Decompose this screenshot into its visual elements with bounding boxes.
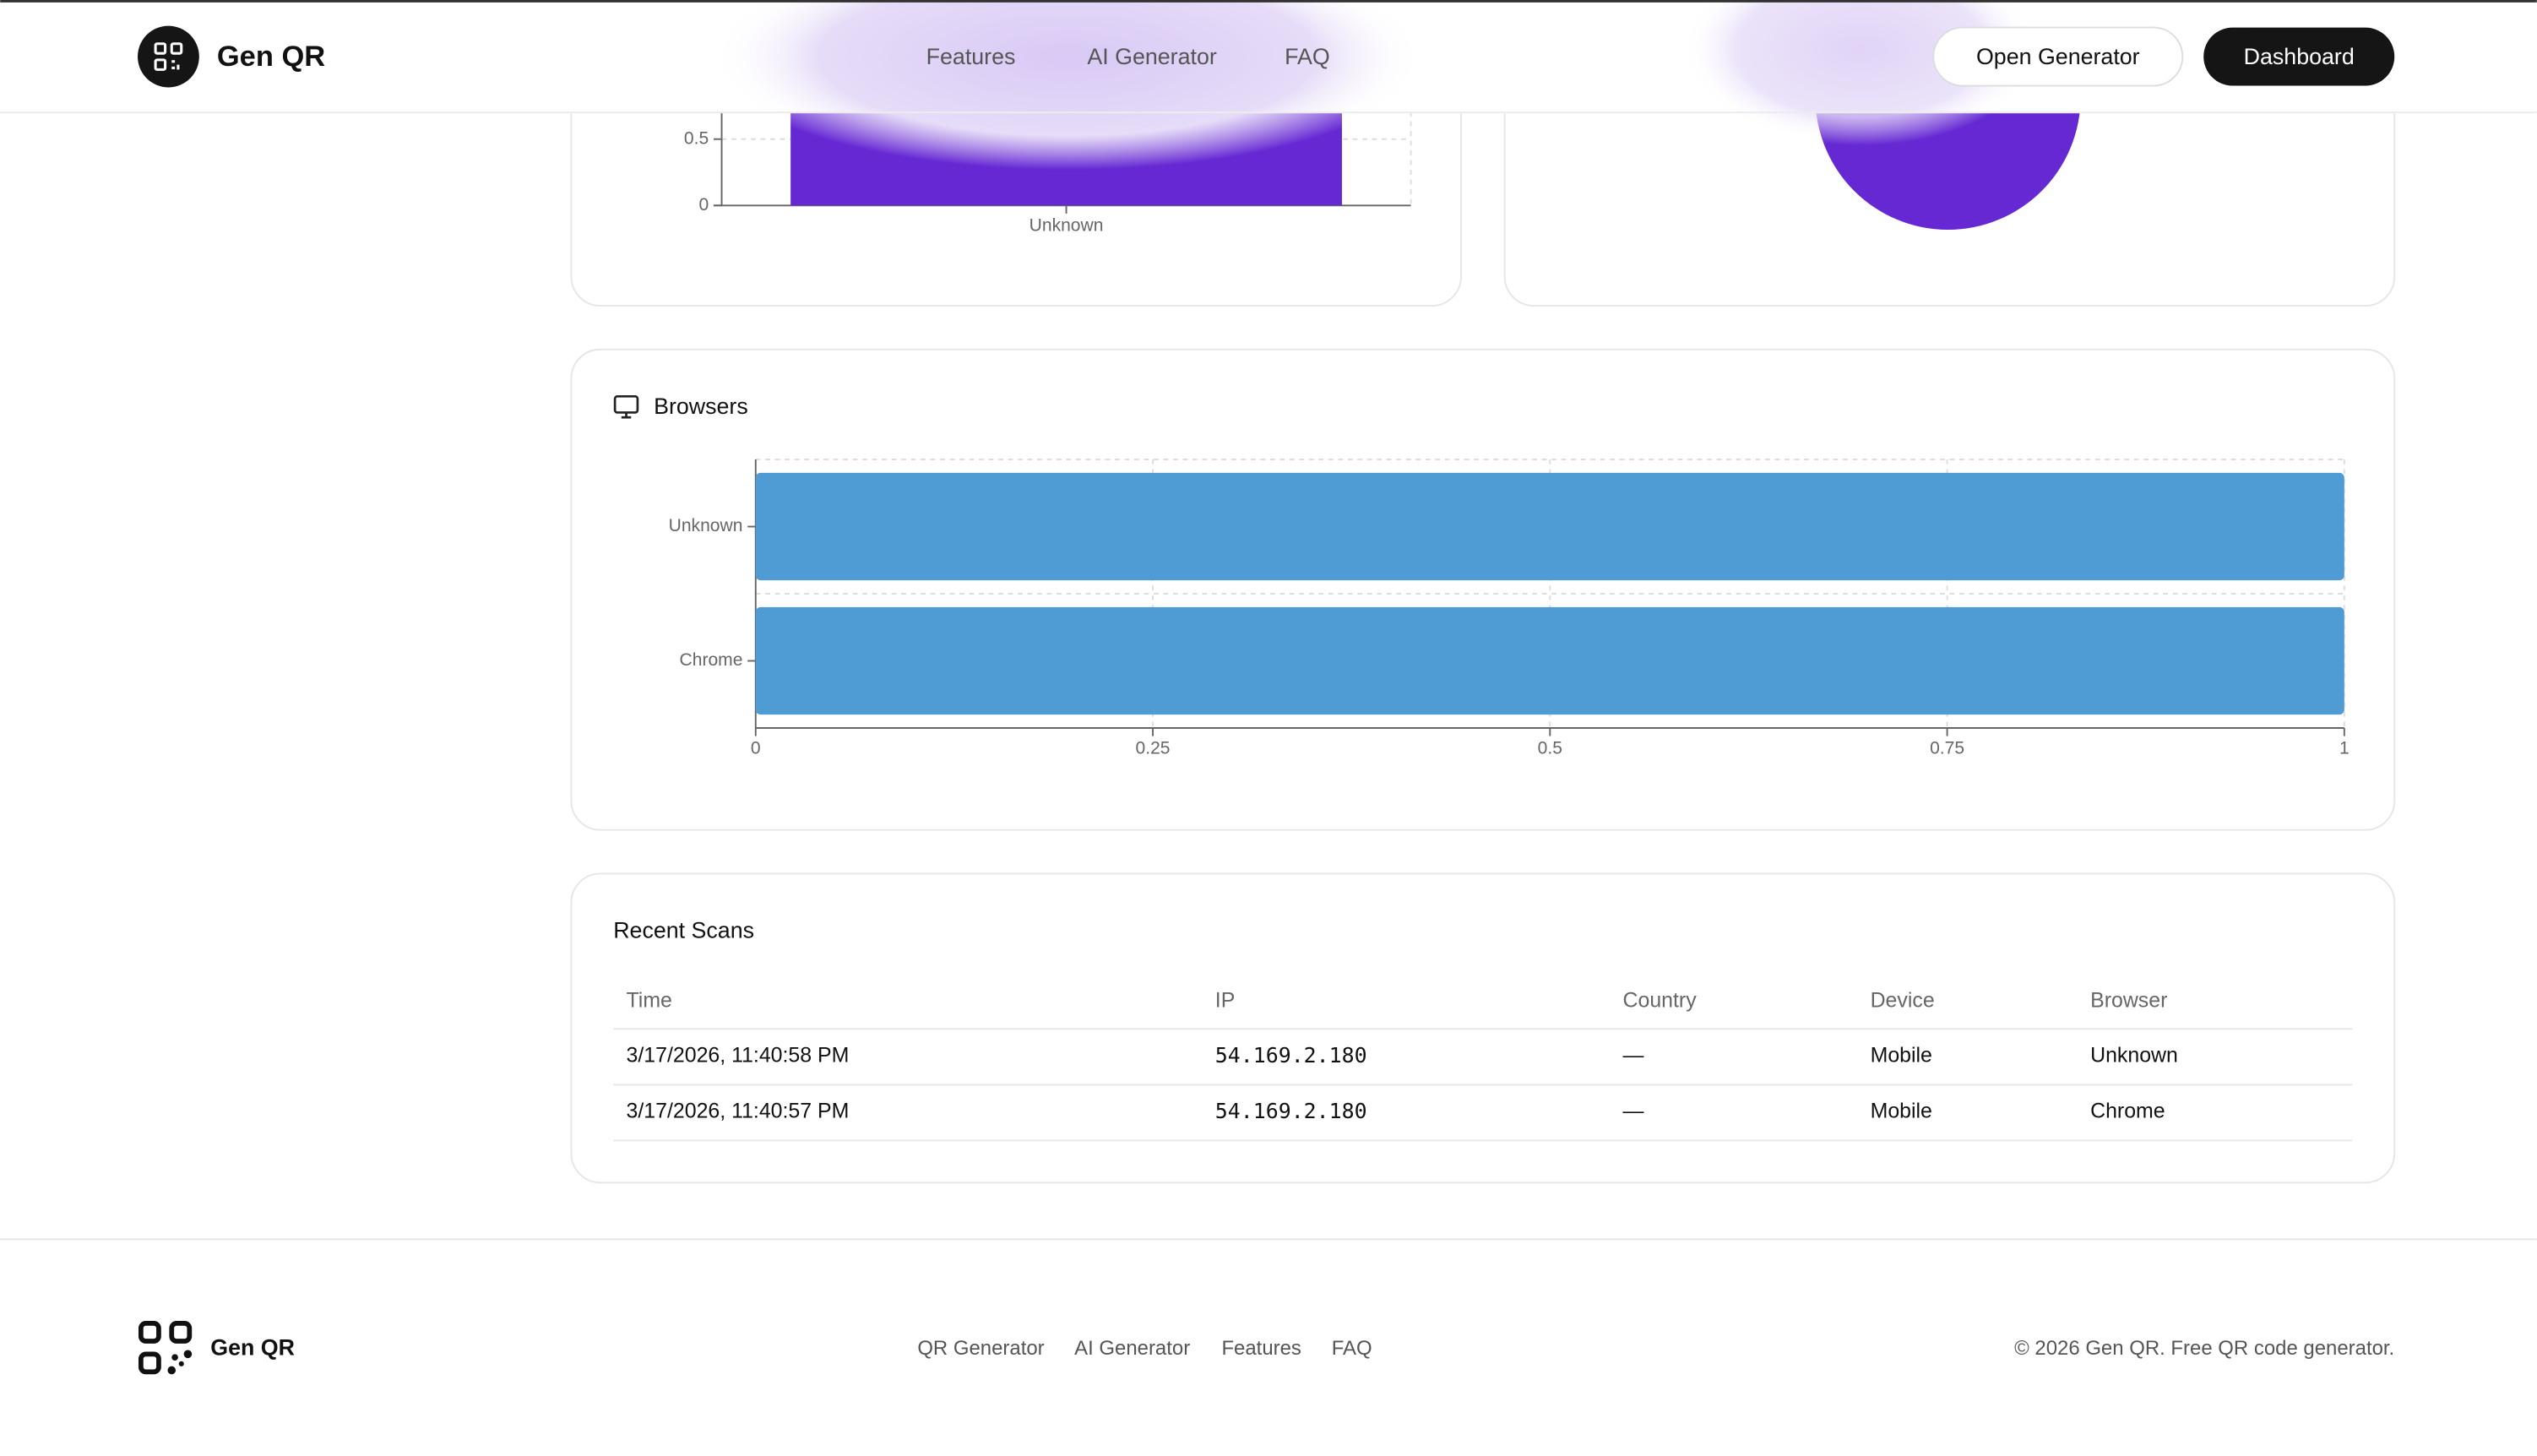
table-cell: — <box>1623 1043 1644 1067</box>
bar <box>755 472 2344 581</box>
content: Browsers Recent Scans Time IP Country Devic… <box>570 0 2396 1184</box>
footer: Gen QR QR Generator AI Generator Feature… <box>0 1238 2537 1375</box>
monitor-icon <box>613 394 639 419</box>
nav-link[interactable]: AI Generator <box>1087 44 1216 69</box>
footer-link[interactable]: Features <box>1221 1337 1301 1360</box>
column-header: Country <box>1623 988 1698 1012</box>
table-cell: 3/17/2026, 11:40:58 PM <box>627 1043 850 1067</box>
table-cell: 54.169.2.180 <box>1215 1099 1367 1123</box>
button-label[interactable]: Open Generator <box>1976 44 2140 69</box>
bar <box>755 606 2344 715</box>
table-cell: 3/17/2026, 11:40:57 PM <box>627 1100 850 1123</box>
table-cell: 54.169.2.180 <box>1215 1043 1367 1068</box>
footer-link[interactable]: QR Generator <box>917 1337 1044 1360</box>
y-tick-label: Chrome <box>680 650 743 670</box>
brand[interactable]: Gen QR <box>217 41 325 73</box>
footer-link[interactable]: AI Generator <box>1074 1337 1190 1360</box>
logo-glyph <box>154 42 183 71</box>
footer-link[interactable]: FAQ <box>1332 1337 1372 1360</box>
table-cell: Chrome <box>2090 1100 2165 1123</box>
column-header: Device <box>1871 988 1935 1012</box>
card <box>570 348 2396 831</box>
x-tick-label: 0.75 <box>1930 738 1964 758</box>
button-label[interactable]: Dashboard <box>2244 44 2355 69</box>
x-tick-label: 0 <box>751 738 761 758</box>
y-tick-label: Unknown <box>669 516 743 535</box>
glow <box>712 0 1424 171</box>
nav-link[interactable]: FAQ <box>1285 44 1330 69</box>
table-cell: Mobile <box>1871 1043 1932 1067</box>
y-tick-label: 0.5 <box>684 128 709 148</box>
column-header: Time <box>627 988 672 1012</box>
navbar: Gen QR Features AI Generator FAQ Open Ge… <box>0 0 2537 171</box>
top-border <box>0 0 2537 3</box>
x-tick-label: 0.25 <box>1136 738 1171 758</box>
x-tick-label: Unknown <box>1029 216 1104 236</box>
footer-logo-dots <box>167 1350 193 1375</box>
y-tick-label: 0 <box>698 195 709 215</box>
logo[interactable] <box>138 25 199 88</box>
table-cell: — <box>1623 1100 1644 1123</box>
x-tick-label: 1 <box>2339 738 2350 758</box>
footer-logo <box>138 1321 193 1375</box>
column-header: Browser <box>2090 988 2167 1012</box>
footer-brand[interactable]: Gen QR <box>210 1335 295 1361</box>
table: Time IP Country Device Browser 3/17/2026, 11:… <box>613 988 2353 1142</box>
table-cell: Mobile <box>1871 1100 1932 1123</box>
column-header: IP <box>1215 988 1236 1012</box>
button[interactable] <box>2203 27 2395 86</box>
x-tick-label: 0.5 <box>1538 738 1562 758</box>
copyright: © 2026 Gen QR. Free QR code generator. <box>2014 1337 2394 1360</box>
chart-title: Browsers <box>654 394 748 419</box>
button[interactable] <box>1932 26 2184 87</box>
table-cell: Unknown <box>2090 1043 2178 1067</box>
table-title: Recent Scans <box>613 917 754 943</box>
nav-link[interactable]: Features <box>926 44 1016 69</box>
